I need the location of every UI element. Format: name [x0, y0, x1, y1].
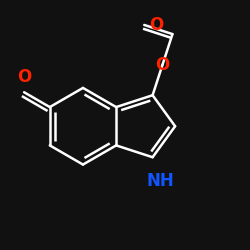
- Text: O: O: [156, 56, 170, 74]
- Text: O: O: [17, 68, 31, 86]
- Text: NH: NH: [146, 172, 174, 190]
- Text: O: O: [149, 16, 164, 34]
